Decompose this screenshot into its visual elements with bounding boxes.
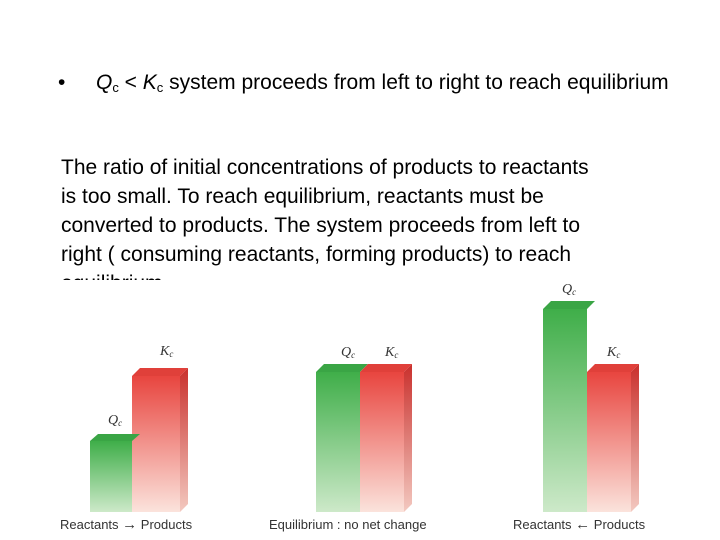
k-bar bbox=[587, 372, 631, 512]
q-bar bbox=[543, 309, 587, 512]
q-label: Qc bbox=[108, 413, 122, 428]
q-bar-top bbox=[316, 364, 368, 372]
q-bar bbox=[90, 441, 132, 512]
q-bar-top bbox=[90, 434, 140, 441]
explanation-paragraph: The ratio of initial concentrations of p… bbox=[61, 153, 681, 280]
k-label: Kc bbox=[606, 345, 620, 360]
bullet-point: • Qc < Kc system proceeds from left to r… bbox=[58, 70, 678, 101]
k-bar bbox=[132, 376, 180, 512]
q-label: Qc bbox=[341, 345, 355, 360]
panel-qc-equals-kc: Qc Kc Equilibrium : no net change bbox=[269, 345, 427, 532]
k-bar-top bbox=[587, 364, 639, 372]
k-subscript: c bbox=[156, 80, 164, 95]
k-bar bbox=[360, 372, 404, 512]
paragraph-line: The ratio of initial concentrations of p… bbox=[61, 156, 589, 179]
caption: Reactants → Products bbox=[60, 516, 193, 533]
bullet-statement: system proceeds from left to right to re… bbox=[163, 71, 669, 94]
paragraph-line: right ( consuming reactants, forming pro… bbox=[61, 243, 572, 266]
k-symbol: K bbox=[142, 71, 157, 94]
paragraph-line: converted to products. The system procee… bbox=[61, 214, 581, 237]
k-label: Kc bbox=[384, 345, 398, 360]
paragraph-line: is too small. To reach equilibrium, reac… bbox=[61, 185, 544, 208]
caption: Equilibrium : no net change bbox=[269, 517, 427, 532]
k-bar-side bbox=[404, 364, 412, 512]
k-bar-top bbox=[132, 368, 188, 376]
less-than-sign: < bbox=[118, 71, 143, 94]
bullet-text: Qc < Kc system proceeds from left to rig… bbox=[96, 70, 678, 101]
q-bar bbox=[316, 372, 360, 512]
q-subscript: c bbox=[112, 80, 119, 95]
panel-qc-less-than-kc: Qc Kc Reactants → Products bbox=[60, 344, 193, 533]
q-bar-top bbox=[543, 301, 595, 309]
k-bar-top bbox=[360, 364, 412, 372]
q-symbol: Q bbox=[96, 71, 113, 94]
paragraph-line: equilibrium. bbox=[61, 269, 681, 280]
panel-qc-greater-than-kc: Qc Kc Reactants ← Products bbox=[513, 282, 646, 533]
k-bar-side bbox=[631, 364, 639, 512]
caption: Reactants ← Products bbox=[513, 516, 646, 533]
k-bar-side bbox=[180, 368, 188, 512]
q-label: Qc bbox=[562, 282, 576, 297]
qc-kc-comparison-diagram: Qc Kc Reactants → Products Qc Kc Equilib… bbox=[60, 282, 646, 533]
bullet-symbol: • bbox=[58, 71, 66, 94]
k-label: Kc bbox=[159, 344, 173, 359]
